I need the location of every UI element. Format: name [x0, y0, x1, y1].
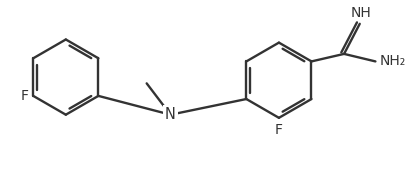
Text: F: F — [274, 123, 282, 137]
Text: F: F — [21, 89, 29, 103]
Text: N: N — [165, 107, 175, 122]
Text: NH₂: NH₂ — [378, 54, 405, 68]
Text: NH: NH — [350, 6, 371, 20]
